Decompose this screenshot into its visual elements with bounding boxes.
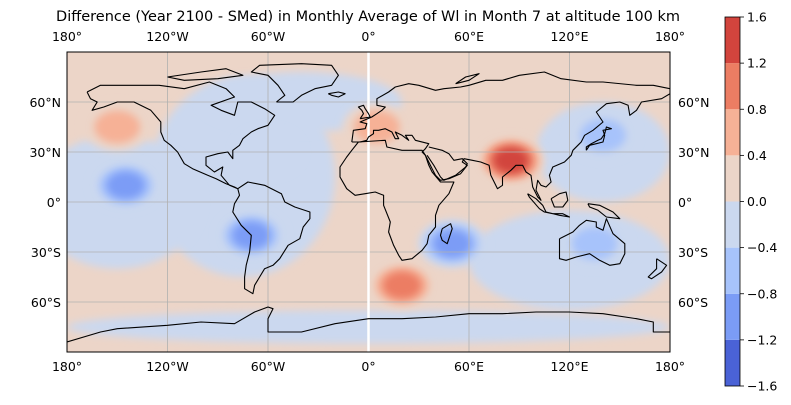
coastline-indonesia — [527, 193, 571, 218]
tick-label: 60°S — [31, 295, 61, 310]
colorbar-tick-label: 0.8 — [747, 102, 767, 117]
tick-label: 0° — [47, 195, 61, 210]
tick-label: 120°E — [550, 29, 588, 44]
field-feature — [560, 219, 629, 268]
colorbar-segment — [725, 109, 740, 156]
tick-label: 0° — [678, 195, 692, 210]
field-feature — [342, 103, 411, 151]
colorbar-tick-label: −1.6 — [747, 379, 777, 394]
tick-label: 180° — [52, 29, 82, 44]
colorbar-segment — [725, 293, 740, 340]
coastline-new-zealand — [647, 258, 668, 280]
coastline-iceland — [328, 91, 346, 98]
left-latitude-ticks: 60°N 30°N 0° 30°S 60°S — [29, 95, 61, 310]
tick-label: 60°N — [678, 95, 710, 110]
field-feature — [83, 103, 152, 151]
coastline-north-america — [86, 81, 276, 190]
map-area — [66, 51, 671, 353]
coastline-madagascar — [439, 223, 453, 245]
tick-label: 120°W — [146, 29, 188, 44]
colorbar-tick-label: −0.4 — [747, 240, 777, 255]
map-frame — [66, 51, 671, 353]
coastline-eurasia-africa — [351, 71, 670, 201]
colorbar-segment — [725, 201, 740, 248]
coastline-africa — [339, 139, 455, 261]
colorbar-tick-label: −1.2 — [747, 332, 777, 347]
coastline-australia — [558, 218, 626, 266]
colorbar-segment — [725, 247, 740, 294]
tick-label: 30°N — [678, 145, 710, 160]
colorbar-segment — [725, 17, 740, 64]
top-longitude-ticks: 180° 120°W 60°W 0° 60°E 120°E 180° — [52, 29, 685, 44]
tick-label: 60°S — [678, 295, 708, 310]
coastlines — [67, 63, 670, 343]
tick-label: 60°W — [251, 29, 286, 44]
tick-label: 30°S — [678, 245, 708, 260]
field-feature — [368, 261, 436, 310]
coastline-britain — [357, 104, 371, 120]
tick-label: 60°E — [454, 29, 484, 44]
field-feature — [476, 136, 545, 185]
tick-label: 180° — [655, 359, 685, 374]
tick-label: 60°N — [29, 95, 61, 110]
coastline-svalbard-zemlya — [455, 73, 480, 85]
tick-label: 30°S — [31, 245, 61, 260]
tick-label: 30°N — [29, 145, 61, 160]
coastline-antarctica — [67, 306, 670, 343]
coastline-new-guinea — [587, 203, 621, 220]
colorbar-tick-label: 1.6 — [747, 10, 767, 25]
coastline-south-america — [232, 181, 311, 295]
tick-label: 120°E — [550, 359, 588, 374]
tick-label: 0° — [361, 359, 375, 374]
tick-label: 60°W — [251, 359, 286, 374]
coastline-borneo — [550, 191, 569, 208]
tick-label: 180° — [655, 29, 685, 44]
colorbar-tick-label: 0.4 — [747, 148, 767, 163]
bottom-longitude-ticks: 180° 120°W 60°W 0° 60°E 120°E 180° — [52, 359, 685, 374]
coastline-arctic-islands — [167, 68, 244, 81]
colorbar-tick-label: 0.0 — [747, 194, 767, 209]
tick-label: 60°E — [454, 359, 484, 374]
colorbar-segment — [725, 63, 740, 110]
field-feature — [418, 219, 487, 268]
field-feature — [91, 161, 160, 210]
coastline-arabia — [426, 146, 468, 181]
tick-label: 120°W — [146, 359, 188, 374]
colorbar-tick-label: −0.8 — [747, 286, 777, 301]
tick-label: 0° — [361, 29, 375, 44]
coastline-greenland — [250, 63, 339, 103]
gridlines — [67, 52, 670, 352]
right-latitude-ticks: 60°N 30°N 0° 30°S 60°S — [678, 95, 710, 310]
coastline-japan — [585, 126, 612, 151]
tick-label: 180° — [52, 359, 82, 374]
colorbar-tick-label: 1.2 — [747, 56, 767, 71]
colorbar: −1.6 −1.2 −0.8 −0.4 0.0 0.4 0.8 1.2 1.6 — [724, 10, 777, 394]
colorbar-segment — [725, 155, 740, 202]
chart-title: Difference (Year 2100 - SMed) in Monthly… — [56, 9, 680, 25]
colorbar-segment — [725, 339, 740, 386]
